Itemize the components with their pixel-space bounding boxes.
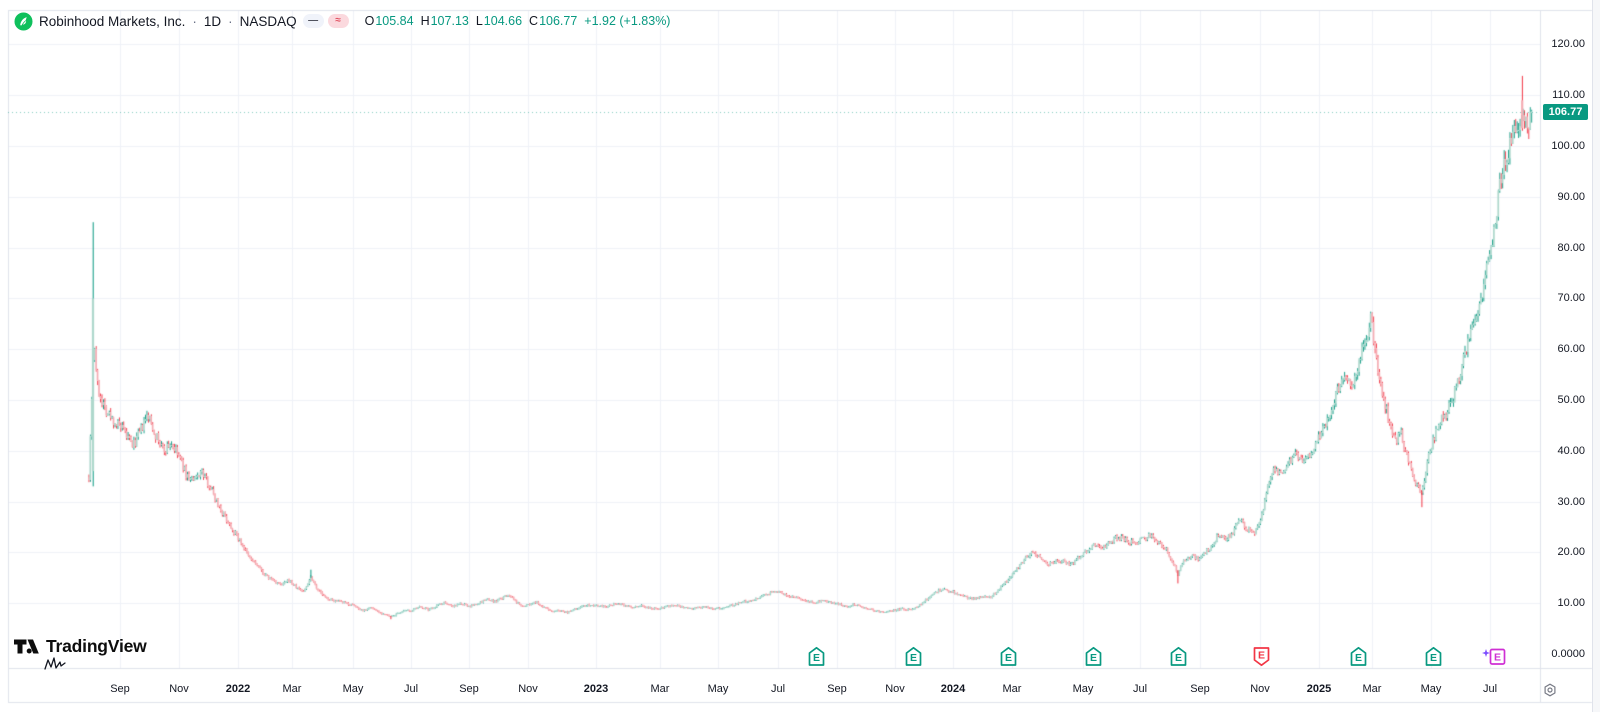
separator: · [228, 13, 233, 29]
time-tick-month-label: Sep [1190, 683, 1210, 695]
low-value: 104.66 [483, 14, 523, 28]
close-label: C [529, 14, 539, 28]
tradingview-logo[interactable]: TradingView [14, 636, 147, 657]
price-tick-label: 50.00 [1557, 394, 1585, 406]
time-tick-month-label: Mar [1002, 683, 1022, 695]
price-tick-label: 0.0000 [1551, 648, 1585, 660]
time-tick-month-label: Sep [827, 683, 847, 695]
current-price-label: 106.77 [1543, 103, 1588, 120]
price-tick-label: 70.00 [1557, 292, 1585, 305]
time-tick-month-label: Mar [282, 683, 302, 695]
time-tick-month-label: May [342, 683, 364, 695]
earnings-beat-icon[interactable]: E [1350, 646, 1380, 668]
earnings-beat-icon[interactable]: E [1425, 646, 1455, 668]
open-value: 105.84 [375, 14, 414, 28]
time-tick-year-label: 2023 [583, 683, 609, 695]
price-tick-label: 60.00 [1557, 343, 1585, 356]
delayed-data-icon[interactable]: ≈ [327, 14, 349, 28]
time-axis[interactable]: Sep Nov 2022 Mar May Jul Sep Nov 2023 Mar May Jul Se… [0, 668, 1592, 702]
price-tick-label: 110.00 [1552, 89, 1585, 102]
earnings-beat-icon[interactable]: E [1000, 646, 1030, 668]
time-tick-month-label: Nov [518, 683, 538, 695]
time-tick-month-label: Jul [1482, 683, 1498, 695]
market-status-icon[interactable]: — [302, 14, 324, 28]
time-tick-month-label: Jul [403, 683, 419, 695]
time-tick-month-label: Jul [770, 683, 786, 695]
svg-text:E: E [1005, 652, 1012, 664]
svg-text:E: E [1258, 650, 1265, 662]
time-tick-month-label: Nov [1250, 683, 1270, 695]
time-tick-month-label: Nov [885, 683, 905, 695]
time-tick-month-label: Nov [169, 683, 189, 695]
time-tick-month-label: Sep [459, 683, 479, 695]
price-tick-label: 30.00 [1557, 495, 1585, 508]
svg-text:E: E [1175, 652, 1182, 664]
svg-text:E: E [813, 652, 820, 664]
time-tick-month-label: May [1420, 683, 1442, 695]
earnings-beat-icon[interactable]: E [808, 646, 838, 668]
svg-text:E: E [1430, 652, 1437, 664]
interval-label[interactable]: 1D [203, 13, 222, 29]
separator: · [192, 13, 197, 29]
doodle-squiggle-icon [44, 656, 68, 676]
window-edge-strip [1592, 0, 1600, 712]
price-tick-label: 80.00 [1557, 241, 1585, 254]
time-tick-month-label: May [1072, 683, 1094, 695]
price-tick-label: 120.00 [1551, 38, 1585, 51]
time-tick-month-label: Mar [650, 683, 670, 695]
time-tick-month-label: May [707, 683, 729, 695]
tradingview-logo-icon [14, 638, 39, 655]
high-value: 107.13 [430, 14, 469, 28]
time-tick-month-label: Sep [110, 683, 130, 695]
price-tick-label: 100.00 [1551, 140, 1585, 152]
high-label: H [420, 14, 430, 28]
price-tick-label: 20.00 [1557, 546, 1585, 559]
time-tick-year-label: 2025 [1306, 683, 1332, 695]
change-value: +1.92 (+1.83%) [584, 14, 671, 28]
time-tick-year-label: 2022 [225, 683, 251, 695]
chart-legend[interactable]: Robinhood Markets, Inc. · 1D · NASDAQ — … [14, 10, 670, 32]
earnings-beat-icon[interactable]: E [1170, 646, 1200, 668]
tradingview-logo-text: TradingView [46, 636, 147, 656]
robinhood-logo-icon [14, 12, 33, 31]
open-label: O [364, 14, 375, 28]
price-tick-label: 90.00 [1557, 190, 1585, 203]
axis-settings-gear-icon[interactable] [1543, 683, 1557, 702]
time-tick-year-label: 2024 [940, 683, 966, 695]
close-value: 106.77 [539, 14, 578, 28]
svg-text:E: E [1090, 652, 1097, 664]
low-label: L [475, 14, 483, 28]
earnings-upcoming-icon[interactable]: E [1478, 646, 1508, 668]
price-tick-label: 40.00 [1557, 444, 1585, 457]
time-tick-month-label: Mar [1362, 683, 1382, 695]
price-axis[interactable]: 106.77 120.00 110.00 100.00 90.00 80.00 70.00… [1540, 10, 1598, 670]
symbol-title[interactable]: Robinhood Markets, Inc. [39, 13, 186, 29]
svg-text:E: E [1494, 652, 1501, 664]
ohlc-readout: O 105.84 H 107.13 L 104.66 C 106.77 +1.92 (+… [365, 14, 671, 28]
time-tick-month-label: Jul [1132, 683, 1148, 695]
svg-text:E: E [910, 652, 917, 664]
price-tick-label: 10.00 [1557, 597, 1585, 610]
earnings-miss-icon[interactable]: E [1253, 646, 1283, 668]
earnings-beat-icon[interactable]: E [905, 646, 935, 668]
earnings-beat-icon[interactable]: E [1085, 646, 1115, 668]
svg-text:E: E [1355, 652, 1362, 664]
exchange-label[interactable]: NASDAQ [239, 13, 297, 29]
